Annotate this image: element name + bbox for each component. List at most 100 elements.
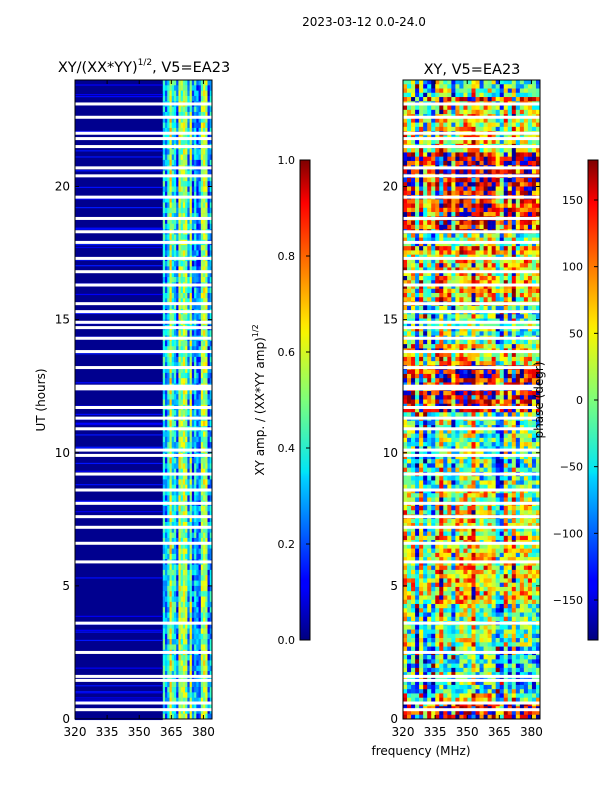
amplitude-cell (173, 106, 177, 113)
amplitude-cell (167, 314, 170, 320)
phase-cell (459, 237, 464, 243)
amplitude-cell (209, 340, 213, 347)
phase-cell (443, 105, 448, 111)
phase-cell (455, 344, 460, 349)
amplitude-cell (187, 356, 190, 363)
phase-cell (475, 169, 480, 175)
amplitude-cell (173, 277, 177, 283)
amplitude-cell (169, 85, 173, 91)
amplitude-cell (182, 442, 186, 448)
phase-cell (419, 263, 424, 268)
amplitude-cell (180, 111, 184, 118)
amplitude-cell (194, 106, 197, 113)
phase-cell (427, 224, 432, 230)
amplitude-cell (171, 250, 175, 257)
phase-cell (443, 109, 448, 115)
amplitude-cell (196, 633, 199, 640)
amplitude-cell (165, 601, 168, 608)
amplitude-cell (198, 543, 202, 549)
amplitude-cell (169, 271, 173, 278)
amplitude-texture-line (75, 434, 163, 436)
phase-cell (519, 237, 525, 243)
phase-cell (507, 233, 513, 238)
phase-cell (507, 152, 513, 157)
amplitude-cell (182, 149, 186, 155)
phase-cell (463, 207, 468, 213)
phase-cell (475, 275, 480, 281)
amplitude-cell (165, 410, 168, 416)
amplitude-cell (162, 495, 166, 501)
phase-cell (467, 84, 472, 89)
phase-cell (439, 122, 444, 128)
amplitude-cell (198, 394, 202, 400)
amplitude-cell (178, 431, 181, 438)
amplitude-cell (187, 314, 190, 320)
amplitude-cell (185, 106, 188, 113)
phase-cell (507, 271, 513, 277)
amplitude-cell (189, 543, 193, 549)
amplitude-cell (180, 191, 184, 198)
amplitude-cell (187, 106, 190, 113)
phase-cell (459, 267, 464, 272)
phase-cell (463, 105, 468, 111)
amplitude-cell (162, 585, 166, 592)
phase-cell (423, 258, 428, 264)
amplitude-cell (194, 207, 197, 214)
phase-cell (467, 344, 472, 349)
phase-cell (467, 156, 472, 162)
amplitude-cell (187, 170, 190, 177)
phase-cell (471, 250, 476, 255)
phase-cell (527, 122, 533, 128)
amplitude-cell (200, 90, 204, 97)
amplitude-cell (209, 516, 213, 523)
phase-cell (407, 293, 412, 298)
phase-cell (427, 118, 432, 123)
phase-cell (491, 344, 496, 349)
amplitude-cell (162, 138, 166, 145)
amplitude-cell (176, 85, 179, 91)
phase-cell (459, 207, 464, 213)
amplitude-cell (205, 362, 208, 368)
phase-cell (507, 160, 513, 166)
amplitude-cell (171, 591, 175, 597)
phase-cell (447, 258, 452, 264)
amplitude-cell (171, 314, 175, 320)
amplitude-data-gap (75, 283, 212, 287)
phase-cell (411, 280, 416, 285)
phase-cell (455, 80, 460, 85)
phase-cell (491, 241, 496, 247)
amplitude-cell (207, 490, 211, 496)
amplitude-cell (176, 367, 179, 374)
phase-cell (447, 246, 452, 251)
amplitude-texture-line (75, 259, 163, 261)
amplitude-cell (198, 596, 202, 603)
amplitude-cell (176, 484, 179, 491)
phase-cell (511, 258, 517, 264)
amplitude-cell (169, 655, 173, 661)
amplitude-cell (162, 431, 166, 438)
amplitude-cell (167, 90, 170, 97)
phase-cell (495, 339, 501, 345)
amplitude-cell (178, 474, 181, 480)
amplitude-cell (198, 420, 202, 427)
amplitude-cell (178, 95, 181, 102)
amplitude-cell (209, 362, 213, 368)
phase-cell (503, 267, 509, 272)
amplitude-cell (198, 372, 202, 379)
amplitude-cell (162, 511, 166, 517)
phase-cell (499, 122, 505, 128)
phase-cell (407, 305, 412, 311)
amplitude-cell (171, 261, 175, 267)
phase-cell (491, 177, 496, 183)
phase-cell (419, 237, 424, 243)
phase-cell (527, 275, 533, 281)
amplitude-cell (176, 527, 179, 533)
phase-cell (491, 327, 496, 332)
phase-cell (507, 246, 513, 251)
amplitude-cell (162, 490, 166, 496)
amplitude-cell (171, 367, 175, 374)
phase-cell (507, 327, 513, 332)
phase-cell (531, 233, 537, 238)
phase-cell (435, 305, 440, 311)
amplitude-cell (200, 474, 204, 480)
